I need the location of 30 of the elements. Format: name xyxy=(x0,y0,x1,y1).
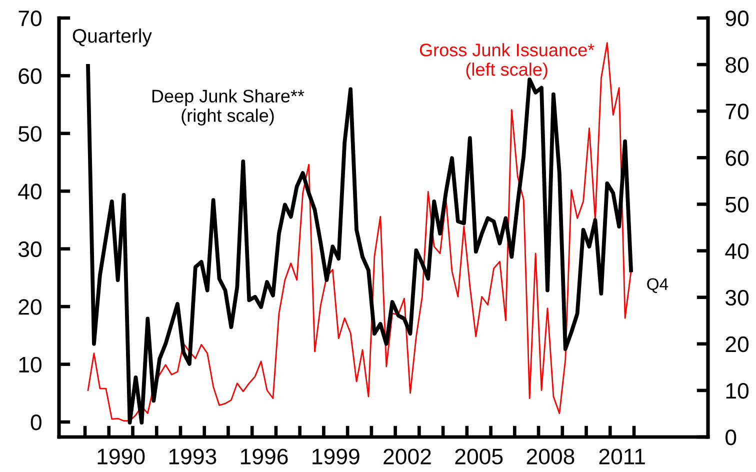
y2-tick-label: 60 xyxy=(726,150,749,166)
x-tick-label: 1993 xyxy=(169,448,216,464)
y-tick-label: 0 xyxy=(30,414,42,430)
x-tick-label: 1999 xyxy=(312,448,360,464)
y-tick-label: 70 xyxy=(18,10,42,26)
annotation: Q4 xyxy=(647,278,668,294)
y2-tick-label: 30 xyxy=(726,290,749,306)
y-tick-label: 50 xyxy=(18,126,42,142)
x-tick-label: 1996 xyxy=(241,448,288,464)
y2-tick-label: 90 xyxy=(726,10,749,26)
y2-tick-label: 20 xyxy=(726,336,749,352)
series-label: Gross Junk Issuance* (left scale) xyxy=(420,43,594,80)
y2-tick-label: 80 xyxy=(726,57,749,73)
x-tick-label: 2002 xyxy=(384,448,431,464)
x-tick-label: 1990 xyxy=(98,448,145,464)
y2-tick-label: 50 xyxy=(726,196,749,212)
y-tick-label: 40 xyxy=(18,184,42,200)
annotation: Quarterly xyxy=(72,28,152,47)
y-tick-label: 30 xyxy=(18,241,42,258)
y-tick-label: 20 xyxy=(18,299,42,315)
y2-tick-label: 10 xyxy=(726,382,749,399)
y-tick-label: 10 xyxy=(19,356,42,373)
x-tick-label: 2008 xyxy=(526,448,574,464)
y2-tick-label: 0 xyxy=(726,430,736,446)
y2-tick-label: 40 xyxy=(725,243,749,260)
x-tick-label: 2005 xyxy=(455,448,503,464)
x-tick-label: 2011 xyxy=(599,448,645,464)
y2-tick-label: 70 xyxy=(726,104,749,120)
y-tick-label: 60 xyxy=(18,68,42,84)
text: Deep Junk Share** (right scale) xyxy=(152,89,304,126)
